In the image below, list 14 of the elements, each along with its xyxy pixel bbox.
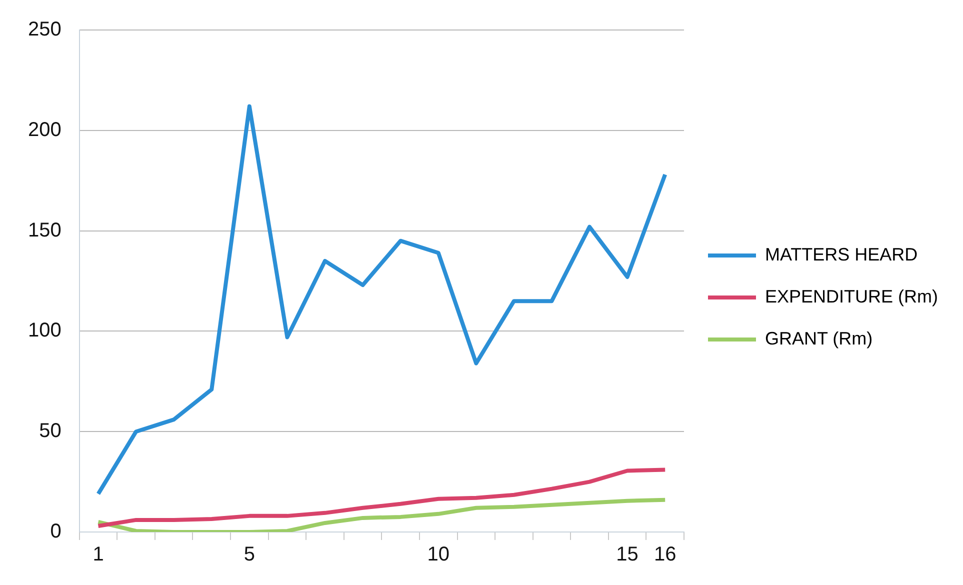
x-tick-label: 15 xyxy=(616,544,638,566)
y-tick-label: 250 xyxy=(28,18,62,41)
y-tick-label: 200 xyxy=(28,118,62,141)
legend-label: MATTERS HEARD xyxy=(764,244,918,264)
x-tick-label: 5 xyxy=(244,544,255,566)
legend-label: GRANT (Rm) xyxy=(764,328,873,348)
legend-label: EXPENDITURE (Rm) xyxy=(764,286,938,306)
x-tick-label: 1 xyxy=(92,544,104,566)
y-tick-label: 50 xyxy=(39,420,62,442)
y-tick-label: 100 xyxy=(28,320,62,342)
x-tick-label: 10 xyxy=(427,544,450,566)
y-tick-label: 0 xyxy=(50,520,62,543)
x-tick-label: 16 xyxy=(654,544,676,566)
y-tick-label: 150 xyxy=(28,219,62,242)
